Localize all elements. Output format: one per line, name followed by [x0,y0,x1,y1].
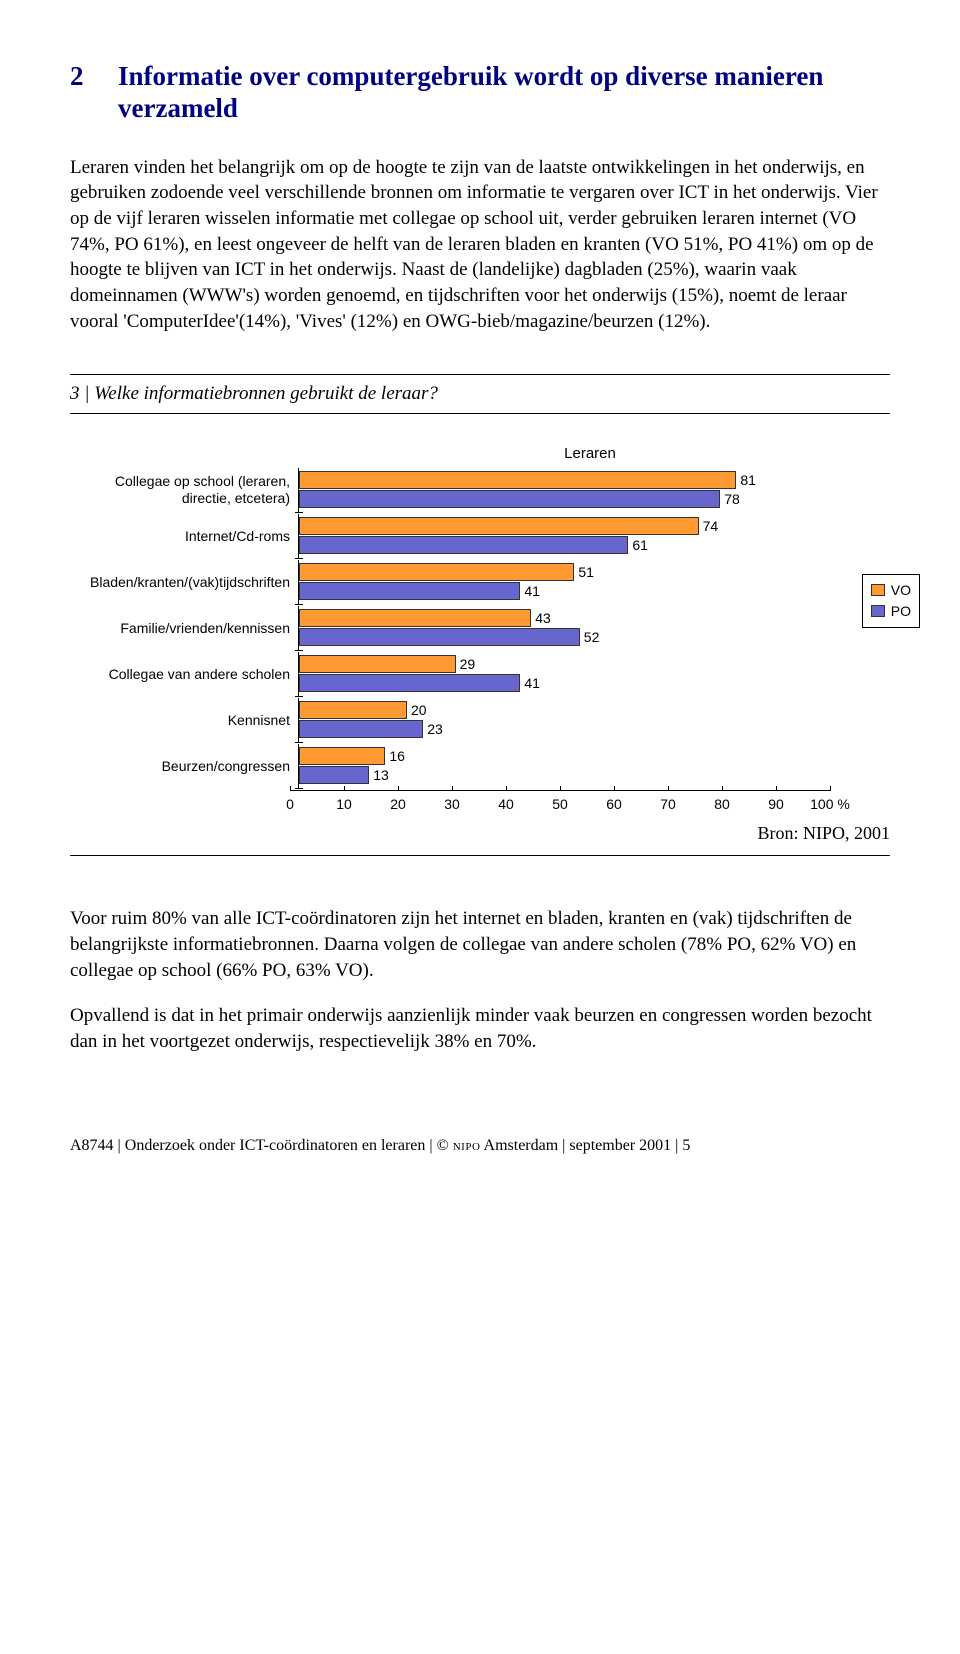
body-paragraph-3: Opvallend is dat in het primair onderwij… [70,1003,890,1054]
bar-value-po: 78 [724,490,740,509]
legend-label: PO [891,602,911,621]
x-tick-label: 80 [714,795,730,814]
bar-po [299,766,369,784]
chart-row: Internet/Cd-roms 74 61 [70,514,890,558]
bar-value-po: 41 [524,674,540,693]
footer-brand: nipo [453,1137,481,1154]
bar-po [299,720,423,738]
chart-row: Familie/vrienden/kennissen 43 52 [70,606,890,650]
bar-po [299,582,520,600]
chart-category-label: Bladen/kranten/(vak)tijdschriften [70,574,298,591]
chart-body: Collegae op school (leraren, directie, e… [70,468,890,788]
bar-value-vo: 51 [578,563,594,582]
legend-item: VO [871,581,911,600]
footer-left: A8744 | Onderzoek onder ICT-coördinatore… [70,1137,453,1154]
chart-x-axis: 0 10 20 30 40 50 60 70 80 90 100 % [70,790,890,813]
bar-vo [299,655,456,673]
bar-vo [299,609,531,627]
bar-value-vo: 43 [535,609,551,628]
bar-value-vo: 29 [460,655,476,674]
bar-po [299,490,720,508]
bar-vo [299,471,736,489]
bar-value-po: 13 [373,766,389,785]
section-number: 2 [70,60,118,125]
chart-category-label: Collegae op school (leraren, directie, e… [70,473,298,507]
bar-value-vo: 81 [740,471,756,490]
page-footer: A8744 | Onderzoek onder ICT-coördinatore… [70,1135,890,1157]
bar-vo [299,747,385,765]
figure-caption: 3 | Welke informatiebronnen gebruikt de … [70,374,890,414]
bar-value-vo: 20 [411,701,427,720]
x-tick-label: 10 [336,795,352,814]
legend-item: PO [871,602,911,621]
x-tick-label: 30 [444,795,460,814]
bar-chart: Leraren Collegae op school (leraren, dir… [70,444,890,846]
bar-po [299,536,628,554]
legend-swatch [871,584,885,596]
legend-label: VO [891,581,911,600]
bar-value-vo: 16 [389,747,405,766]
x-tick-label: 90 [768,795,784,814]
bar-vo [299,517,699,535]
chart-row: Bladen/kranten/(vak)tijdschriften 51 41 [70,560,890,604]
bar-po [299,628,580,646]
legend-swatch [871,605,885,617]
x-tick-label: 50 [552,795,568,814]
x-tick-label: 20 [390,795,406,814]
x-tick-label: 100 % [810,795,850,814]
chart-category-label: Kennisnet [70,712,298,729]
section-title-text: Informatie over computergebruik wordt op… [118,60,890,125]
separator [70,855,890,856]
chart-category-label: Beurzen/congressen [70,758,298,775]
chart-row: Collegae op school (leraren, directie, e… [70,468,890,512]
chart-row: Beurzen/congressen 1613 [70,744,890,788]
x-tick-label: 70 [660,795,676,814]
bar-po [299,674,520,692]
chart-row: Kennisnet 2023 [70,698,890,742]
footer-right: Amsterdam | september 2001 | 5 [480,1137,690,1154]
chart-category-label: Familie/vrienden/kennissen [70,620,298,637]
chart-source: Bron: NIPO, 2001 [70,821,890,845]
x-tick-label: 0 [286,795,294,814]
chart-title: Leraren [290,444,890,464]
bar-vo [299,563,574,581]
chart-category-label: Internet/Cd-roms [70,528,298,545]
chart-category-label: Collegae van andere scholen [70,666,298,683]
bar-value-po: 41 [524,582,540,601]
bar-value-po: 52 [584,628,600,647]
bar-value-po: 61 [632,536,648,555]
bar-value-po: 23 [427,720,443,739]
x-tick-label: 40 [498,795,514,814]
section-heading: 2 Informatie over computergebruik wordt … [70,60,890,125]
chart-row: Collegae van andere scholen 29 41 [70,652,890,696]
bar-vo [299,701,407,719]
intro-paragraph: Leraren vinden het belangrijk om op de h… [70,155,890,334]
chart-legend: VO PO [862,574,920,628]
bar-value-vo: 74 [703,517,719,536]
x-tick-label: 60 [606,795,622,814]
body-paragraph-2: Voor ruim 80% van alle ICT-coördinatoren… [70,906,890,983]
